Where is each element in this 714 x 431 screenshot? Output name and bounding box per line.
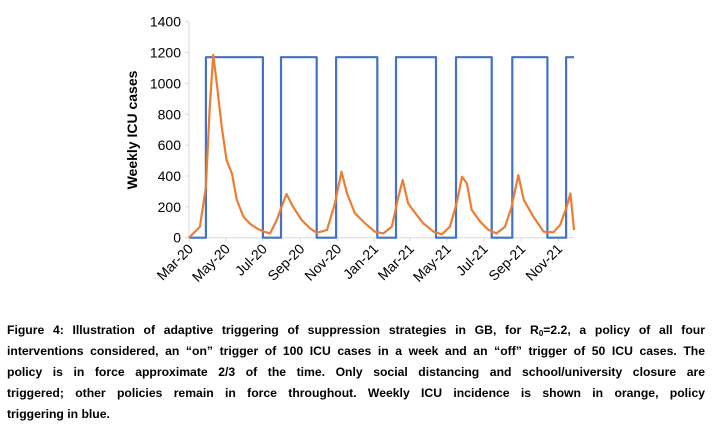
- y-tick-label: 400: [158, 168, 182, 184]
- caption-line: triggering in blue.: [7, 407, 110, 421]
- policy-trigger-line: [189, 56, 574, 239]
- x-tick-label: Jan-21: [340, 240, 382, 282]
- x-tick-label: Nov-21: [522, 240, 565, 283]
- caption-line: Figure 4: Illustration of adaptive trigg…: [7, 320, 705, 341]
- x-tick-label: May-20: [189, 240, 233, 284]
- caption-text: Figure 4: Illustration of adaptive trigg…: [7, 323, 539, 337]
- chart-series: [188, 53, 576, 239]
- y-tick-label: 0: [173, 230, 181, 246]
- caption-line: interventions considered, an “on” trigge…: [7, 344, 705, 358]
- y-tick-label: 800: [158, 106, 182, 122]
- x-tick-label: Mar-21: [374, 240, 417, 283]
- y-tick-label: 1400: [150, 14, 181, 30]
- caption-line: policy is in force approximate 2/3 of th…: [7, 365, 705, 379]
- x-tick-label: Sep-21: [485, 240, 528, 283]
- x-tick-label: Nov-20: [301, 240, 344, 283]
- x-tick-label: Sep-20: [264, 240, 307, 283]
- y-tick-label: 200: [158, 199, 182, 215]
- y-tick-label: 1200: [150, 45, 181, 61]
- y-tick-label: 600: [158, 137, 182, 153]
- icu-incidence-line: [188, 53, 576, 239]
- x-tick-label: Mar-20: [153, 240, 196, 283]
- caption-subscript: 0: [538, 329, 544, 338]
- caption-line: triggered; other policies remain in forc…: [7, 386, 705, 400]
- y-tick-label: 1000: [150, 75, 181, 91]
- x-tick-label: May-21: [410, 240, 454, 284]
- icu-chart: 0200400600800100012001400Mar-20May-20Jul…: [124, 14, 576, 285]
- caption-text: =2.2, a policy of all four: [543, 323, 705, 337]
- figure-caption: Figure 4: Illustration of adaptive trigg…: [7, 320, 705, 425]
- y-axis-label: Weekly ICU cases: [124, 70, 140, 189]
